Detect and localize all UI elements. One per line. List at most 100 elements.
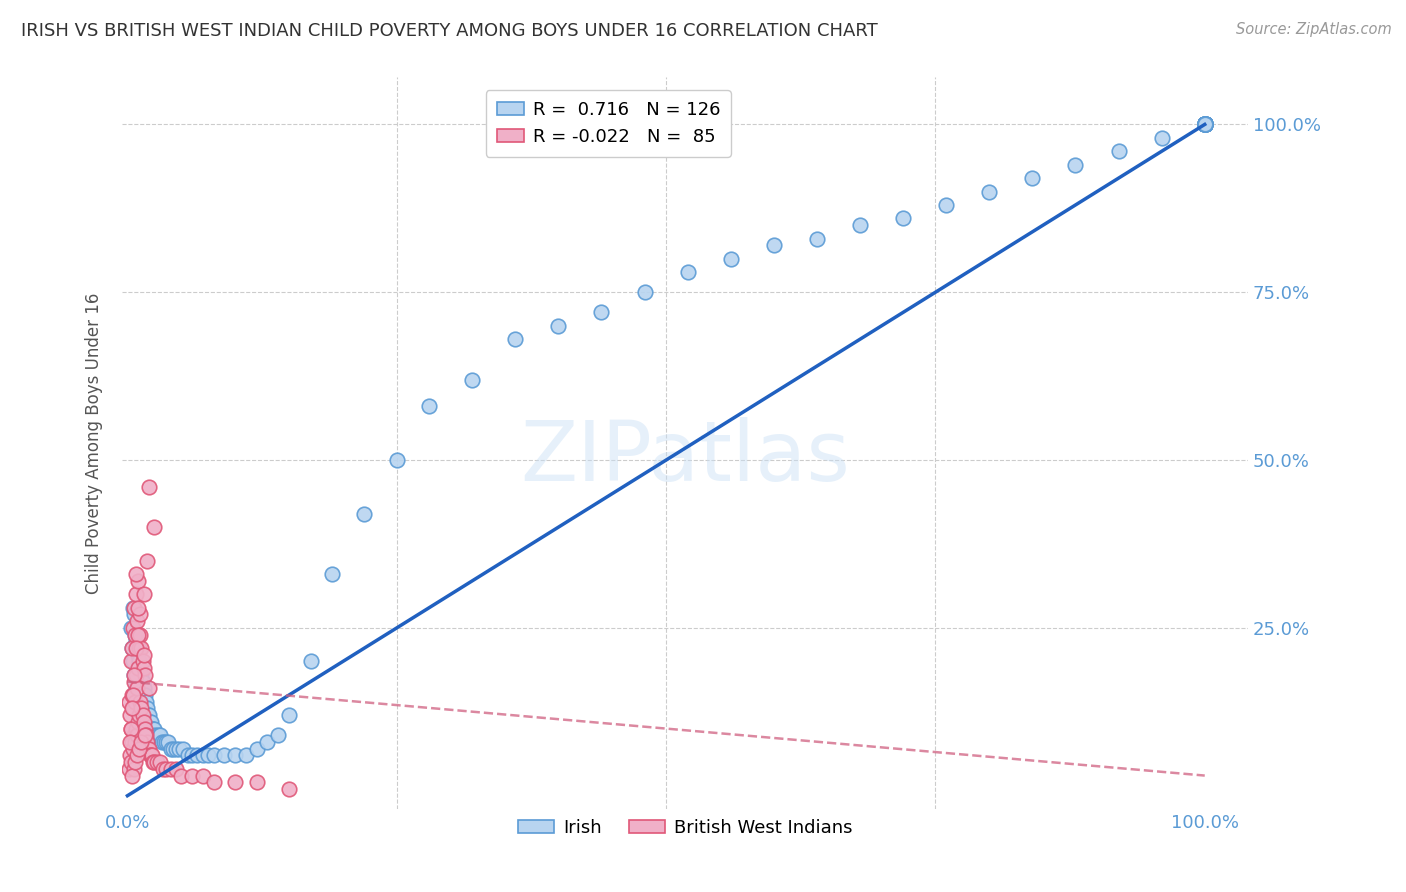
- Point: [138, 681, 160, 696]
- Point: [1108, 145, 1130, 159]
- Point: [129, 708, 152, 723]
- Point: [134, 722, 156, 736]
- Point: [127, 695, 149, 709]
- Point: [127, 661, 149, 675]
- Point: [591, 305, 613, 319]
- Y-axis label: Child Poverty Among Boys Under 16: Child Poverty Among Boys Under 16: [86, 293, 103, 594]
- Point: [121, 640, 143, 655]
- Point: [1194, 117, 1216, 131]
- Point: [1194, 117, 1216, 131]
- Point: [1194, 117, 1216, 131]
- Point: [121, 735, 143, 749]
- Point: [120, 722, 142, 736]
- Point: [127, 574, 149, 588]
- Point: [134, 722, 156, 736]
- Point: [145, 755, 167, 769]
- Point: [1194, 117, 1216, 131]
- Point: [132, 681, 155, 696]
- Point: [162, 741, 184, 756]
- Point: [165, 762, 187, 776]
- Point: [150, 735, 173, 749]
- Point: [1194, 117, 1216, 131]
- Point: [124, 735, 146, 749]
- Point: [135, 695, 157, 709]
- Point: [891, 211, 914, 226]
- Point: [125, 640, 148, 655]
- Point: [191, 748, 214, 763]
- Point: [418, 400, 440, 414]
- Point: [159, 762, 181, 776]
- Point: [131, 674, 153, 689]
- Point: [1194, 117, 1216, 131]
- Point: [1194, 117, 1216, 131]
- Point: [118, 748, 141, 763]
- Point: [172, 741, 194, 756]
- Point: [170, 768, 193, 782]
- Point: [1194, 117, 1216, 131]
- Point: [1194, 117, 1216, 131]
- Point: [132, 714, 155, 729]
- Point: [1194, 117, 1216, 131]
- Point: [1194, 117, 1216, 131]
- Point: [132, 714, 155, 729]
- Legend: Irish, British West Indians: Irish, British West Indians: [510, 812, 859, 844]
- Point: [127, 714, 149, 729]
- Point: [125, 681, 148, 696]
- Point: [128, 640, 150, 655]
- Point: [118, 708, 141, 723]
- Point: [1194, 117, 1216, 131]
- Point: [121, 640, 143, 655]
- Point: [246, 741, 269, 756]
- Point: [849, 218, 872, 232]
- Point: [157, 735, 180, 749]
- Point: [1194, 117, 1216, 131]
- Point: [1194, 117, 1216, 131]
- Point: [131, 701, 153, 715]
- Point: [197, 748, 219, 763]
- Point: [1194, 117, 1216, 131]
- Point: [165, 741, 187, 756]
- Point: [152, 762, 174, 776]
- Point: [1194, 117, 1216, 131]
- Point: [1194, 117, 1216, 131]
- Point: [139, 714, 162, 729]
- Point: [142, 755, 165, 769]
- Point: [122, 668, 145, 682]
- Point: [149, 755, 172, 769]
- Point: [181, 748, 204, 763]
- Text: Source: ZipAtlas.com: Source: ZipAtlas.com: [1236, 22, 1392, 37]
- Point: [132, 661, 155, 675]
- Point: [120, 655, 142, 669]
- Point: [1194, 117, 1216, 131]
- Point: [129, 695, 152, 709]
- Point: [128, 741, 150, 756]
- Point: [1194, 117, 1216, 131]
- Point: [135, 735, 157, 749]
- Point: [935, 198, 957, 212]
- Point: [321, 567, 343, 582]
- Point: [129, 607, 152, 622]
- Point: [131, 655, 153, 669]
- Point: [159, 741, 181, 756]
- Point: [134, 668, 156, 682]
- Point: [1194, 117, 1216, 131]
- Point: [256, 735, 278, 749]
- Point: [1194, 117, 1216, 131]
- Point: [979, 185, 1001, 199]
- Point: [385, 453, 408, 467]
- Point: [1194, 117, 1216, 131]
- Point: [136, 708, 159, 723]
- Point: [121, 688, 143, 702]
- Point: [503, 332, 526, 346]
- Point: [1194, 117, 1216, 131]
- Point: [121, 621, 143, 635]
- Point: [1150, 131, 1173, 145]
- Point: [132, 587, 155, 601]
- Point: [125, 634, 148, 648]
- Point: [267, 728, 290, 742]
- Point: [246, 775, 269, 789]
- Point: [177, 748, 200, 763]
- Point: [120, 621, 142, 635]
- Point: [1194, 117, 1216, 131]
- Point: [1194, 117, 1216, 131]
